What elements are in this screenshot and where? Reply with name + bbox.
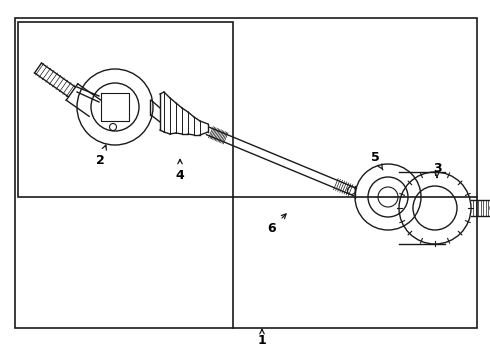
Text: 4: 4 <box>175 159 184 181</box>
Bar <box>18 22 233 197</box>
Text: 6: 6 <box>268 214 286 234</box>
Text: 2: 2 <box>96 145 106 166</box>
Bar <box>15 18 477 328</box>
Text: 3: 3 <box>433 162 441 177</box>
Text: 1: 1 <box>258 329 267 346</box>
Text: 5: 5 <box>370 150 383 170</box>
